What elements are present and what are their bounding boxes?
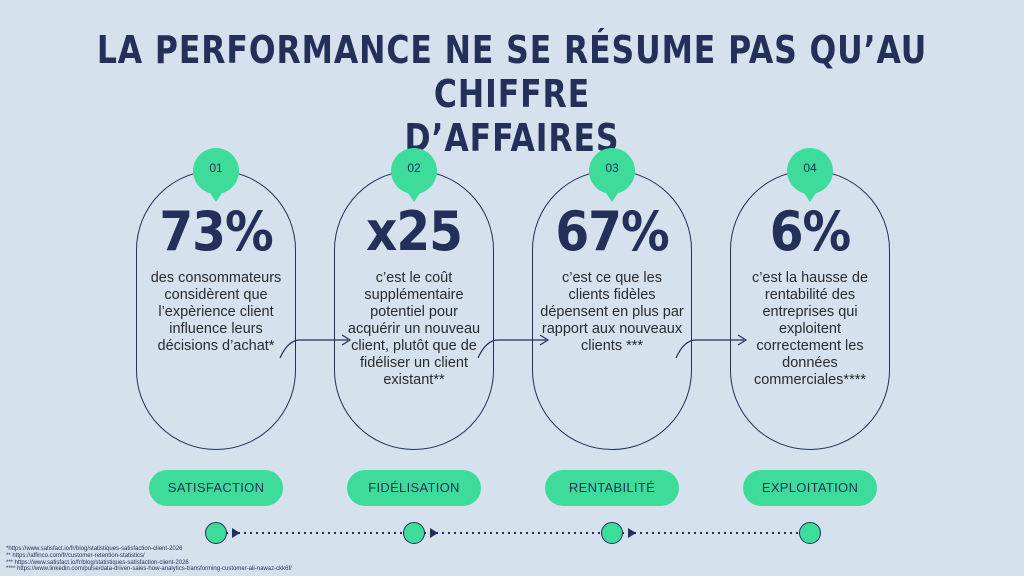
- stat-value: x25: [366, 200, 463, 263]
- footnote-1: *https://www.satisfact.io/fr/blog/statis…: [6, 546, 183, 552]
- page-title: LA PERFORMANCE NE SE RÉSUME PAS QU’AU CH…: [41, 28, 983, 160]
- stat-card-2: 02 x25 c’est le coût supplémentaire pote…: [334, 148, 494, 450]
- step-badge: 04: [787, 148, 833, 202]
- footnotes: *https://www.satisfact.io/fr/blog/statis…: [6, 546, 292, 573]
- footnote-2: ** https://affinco.com/fr/customer-reten…: [6, 552, 145, 559]
- timeline-dot-4: [799, 522, 821, 544]
- stat-value: 67%: [555, 200, 669, 263]
- step-badge: 03: [589, 148, 635, 202]
- label-satisfaction: SATISFACTION: [149, 470, 283, 506]
- stat-description: c’est le coût supplémentaire potentiel p…: [347, 270, 481, 388]
- step-badge: 02: [391, 148, 437, 202]
- stat-description: des consommateurs considèrent que l’expè…: [150, 270, 282, 354]
- stat-card-1: 01 73% des consommateurs considèrent que…: [136, 148, 296, 450]
- label-exploitation: EXPLOITATION: [743, 470, 877, 506]
- stat-description: c’est ce que les clients fidèles dépense…: [540, 270, 684, 354]
- stat-card-3: 03 67% c’est ce que les clients fidèles …: [532, 148, 692, 450]
- footnote-3: *** https://www.satisfact.io/fr/blog/sta…: [6, 559, 189, 566]
- stat-value: 6%: [769, 200, 851, 263]
- footnote-4: **** https://www.linkedin.com/pulse/data…: [6, 566, 292, 573]
- timeline-arrowhead-1: [232, 528, 240, 538]
- timeline-dot-2: [403, 522, 425, 544]
- label-fidelisation: FIDÉLISATION: [347, 470, 481, 506]
- timeline-arrowhead-3: [628, 528, 636, 538]
- label-rentabilite: RENTABILITÉ: [545, 470, 679, 506]
- stat-description: c’est la hausse de rentabilité des entre…: [751, 270, 869, 388]
- timeline-dot-1: [205, 522, 227, 544]
- timeline-dot-3: [601, 522, 623, 544]
- stat-card-4: 04 6% c’est la hausse de rentabilité des…: [730, 148, 890, 450]
- step-badge: 01: [193, 148, 239, 202]
- timeline-arrowhead-2: [430, 528, 438, 538]
- title-line-1: LA PERFORMANCE NE SE RÉSUME PAS QU’AU CH…: [96, 28, 928, 116]
- title-line-2: D’AFFAIRES: [404, 116, 620, 160]
- stat-value: 73%: [159, 200, 273, 263]
